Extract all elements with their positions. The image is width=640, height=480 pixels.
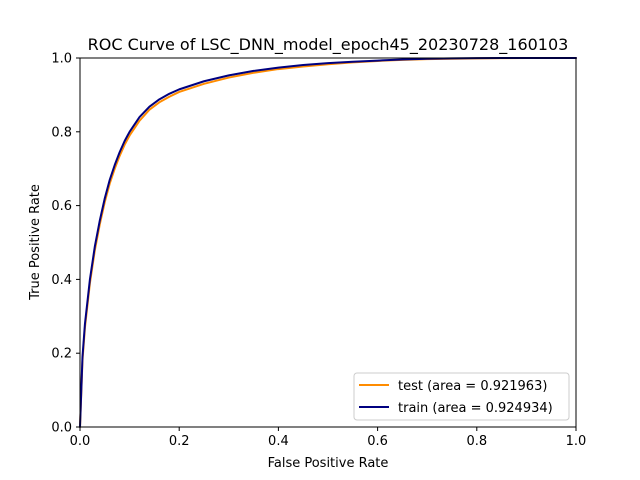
- legend-label-1: train (area = 0.924934): [398, 401, 553, 416]
- x-tick-label: 0.4: [268, 434, 289, 449]
- y-tick-label: 0.6: [51, 199, 72, 214]
- x-axis-ticks: 0.0 0.2 0.4 0.6 0.8 1.0: [70, 427, 587, 449]
- x-tick-label: 0.0: [70, 434, 91, 449]
- y-tick-label: 0.2: [51, 347, 72, 362]
- x-tick-label: 0.6: [367, 434, 388, 449]
- legend-box: [353, 372, 570, 421]
- y-tick-label: 0.8: [51, 125, 72, 140]
- legend: test (area = 0.921963) train (area = 0.92…: [353, 372, 570, 421]
- y-axis-ticks: 0.0 0.2 0.4 0.6 0.8 1.0: [51, 52, 80, 436]
- x-tick-label: 0.2: [169, 434, 190, 449]
- plot-frame: [79, 57, 577, 428]
- y-axis-label: True Positive Rate: [28, 184, 43, 301]
- y-tick-label: 0.4: [51, 273, 72, 288]
- y-tick-label: 1.0: [51, 52, 72, 67]
- x-axis-label: False Positive Rate: [268, 456, 389, 471]
- x-tick-label: 1.0: [566, 434, 587, 449]
- x-tick-label: 0.8: [466, 434, 487, 449]
- y-tick-label: 0.0: [51, 421, 72, 436]
- legend-label-0: test (area = 0.921963): [398, 379, 547, 394]
- chart-title: ROC Curve of LSC_DNN_model_epoch45_20230…: [88, 35, 569, 55]
